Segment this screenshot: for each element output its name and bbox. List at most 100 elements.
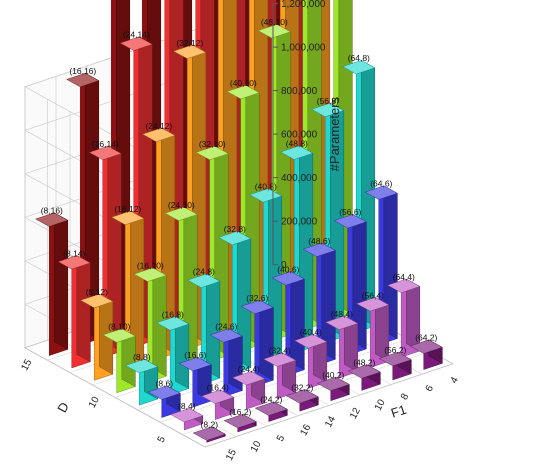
bar-label: (24,10)	[168, 200, 195, 210]
bar-label: (40,2)	[322, 370, 344, 380]
bar-label: (24,12)	[145, 121, 172, 131]
x-tick-label: 12	[348, 406, 363, 421]
bar-8-2	[192, 426, 226, 443]
bar-8-8	[125, 358, 159, 406]
bar-label: (64,4)	[393, 272, 415, 282]
bar-top-face	[88, 145, 122, 161]
bar-side-face	[76, 255, 91, 363]
bar-top-face	[223, 414, 257, 429]
bar-top-face	[378, 351, 412, 367]
bar-top-face	[356, 297, 390, 312]
bar-32-4	[263, 352, 297, 400]
bar-label: (64,2)	[415, 333, 437, 343]
bar-top-face	[57, 255, 91, 270]
bar-top-face	[364, 185, 398, 200]
bar-top-face	[125, 359, 159, 374]
bar-48-2	[347, 364, 381, 391]
bar-top-face	[80, 293, 114, 309]
bar-top-face	[201, 389, 235, 404]
bar-top-face	[119, 36, 153, 51]
bar-label: (48,2)	[353, 358, 375, 368]
z-tick-label: 200,000	[281, 217, 318, 228]
bar-label: (64,6)	[370, 179, 392, 189]
bar-top-face	[342, 60, 376, 75]
bar-label: (32,4)	[269, 346, 291, 356]
x-tick-label: 4	[449, 375, 462, 385]
bar-40-2	[316, 376, 350, 402]
bar-24-4	[232, 370, 266, 410]
z-tick-label: 1,200,000	[281, 0, 326, 10]
bar-label: (8,2)	[201, 420, 219, 430]
bar-label: (56,6)	[339, 207, 361, 217]
bar-24-2	[254, 401, 288, 422]
bar-top-face	[254, 401, 288, 416]
bar-56-2	[378, 351, 412, 381]
x-axis-ticks: 4 6 8 10 12 14 16 5 10 15	[224, 375, 461, 463]
bar-8-14	[57, 255, 91, 369]
bar-56-4	[356, 297, 390, 368]
bar-top-face	[257, 24, 291, 39]
bar-top-face	[170, 408, 204, 423]
bar-top-face	[218, 230, 252, 246]
bar-top-face	[111, 210, 145, 225]
x-tick-label: 10	[373, 397, 388, 412]
bar-label: (56,4)	[362, 290, 384, 300]
bar-top-face	[209, 328, 243, 343]
y-tick-label: 15	[19, 357, 34, 372]
bar-label: (24,6)	[215, 322, 237, 332]
bar-top-face	[142, 127, 176, 142]
bar-top-face	[316, 376, 350, 391]
bar-label: (40,10)	[230, 78, 257, 88]
bar-label: (32,12)	[176, 38, 203, 48]
bar-label: (16,8)	[162, 309, 184, 319]
bar-label: (16,14)	[92, 139, 119, 149]
bar-48-6	[302, 242, 336, 366]
bar-side-face	[290, 271, 305, 371]
bar-label: (24,4)	[238, 364, 260, 374]
bar-label: (8,6)	[156, 379, 174, 389]
bar-label: (32,10)	[199, 139, 226, 149]
bar-label: (32,8)	[224, 224, 246, 234]
bar-label: (8,16)	[41, 206, 63, 216]
bar-label: (8,4)	[178, 401, 196, 411]
bar-8-12	[80, 293, 114, 381]
bar-top-face	[280, 145, 314, 160]
y-tick-label: 5	[156, 434, 169, 444]
bar-top-face	[409, 339, 443, 354]
y-axis-title: D	[54, 400, 72, 415]
z-tick-label: 0	[281, 260, 287, 271]
bar-8-10	[102, 328, 136, 394]
y-tick-label: 10	[87, 395, 102, 410]
bar-label: (16,12)	[114, 204, 141, 214]
bar-top-face	[302, 242, 336, 257]
bar-8-6	[147, 385, 181, 418]
bar-label: (16,6)	[184, 350, 206, 360]
bar-top-face	[147, 385, 181, 400]
bar-top-face	[240, 299, 274, 315]
bar-label: (56,8)	[317, 96, 339, 106]
bar-top-face	[294, 334, 328, 349]
bar-top-face	[325, 315, 359, 330]
bar-label: (16,16)	[69, 66, 96, 76]
bar-top-face	[249, 188, 283, 203]
bar-40-10	[226, 84, 260, 352]
z-tick-label: 400,000	[281, 173, 318, 184]
bar-32-2	[285, 389, 319, 412]
x-tick-label: 14	[323, 414, 338, 429]
bar-top-face	[232, 371, 266, 386]
x-tick-label: 6	[424, 383, 437, 393]
bar-16-4	[201, 389, 235, 420]
z-axis-ticks: 0 200,000 400,000 600,000 800,000 1,000,000 1,…	[272, 0, 326, 271]
bar-top-face	[35, 212, 69, 227]
bar-label: (48,10)	[261, 17, 288, 27]
bar-top-face	[263, 352, 297, 367]
bar-16-8	[156, 316, 190, 396]
bar-label: (24,8)	[193, 267, 215, 277]
bar-40-4	[294, 334, 328, 389]
bar-label: (8,14)	[63, 248, 85, 258]
bar-top-face	[347, 364, 381, 379]
bar-label: (40,4)	[300, 327, 322, 337]
bar-label: (8,8)	[133, 352, 151, 362]
